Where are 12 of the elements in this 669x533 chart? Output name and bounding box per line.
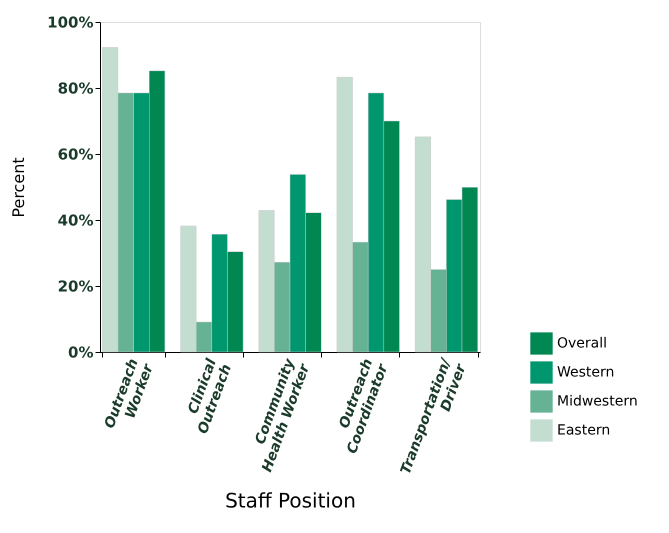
y-axis-title: Percent: [9, 157, 28, 218]
y-tick-label: 0%: [68, 344, 94, 362]
y-tick-label: 40%: [58, 212, 94, 230]
legend-label: Midwestern: [557, 394, 638, 410]
y-tick-label: 20%: [58, 278, 94, 296]
y-tick-label: 60%: [58, 146, 94, 164]
legend-label: Eastern: [557, 422, 610, 438]
legend-label: Overall: [557, 336, 608, 352]
x-axis-title: Staff Position: [225, 488, 356, 513]
y-tick-label: 80%: [58, 80, 94, 98]
y-tick-label: 100%: [47, 14, 94, 32]
legend-label: Western: [557, 364, 614, 380]
